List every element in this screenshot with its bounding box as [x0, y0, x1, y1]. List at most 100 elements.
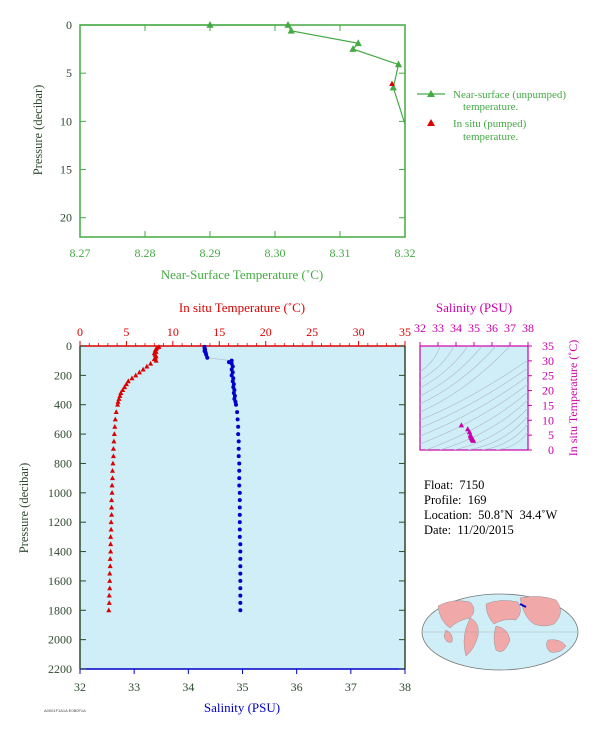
profile-y-axis-label: Pressure (decibar) — [17, 463, 31, 554]
salinity-point — [238, 571, 243, 576]
temp-tick-label: 5 — [123, 325, 129, 339]
ts-x-tick-label: 38 — [522, 321, 534, 335]
profile-number: Profile: 169 — [424, 493, 487, 507]
temperature-point — [125, 378, 131, 384]
ts-series — [458, 422, 476, 443]
y-tick-label: 0 — [66, 339, 72, 353]
x-tick-label: 8.29 — [200, 246, 221, 260]
salinity-point — [229, 373, 234, 378]
temperature-point — [148, 360, 154, 366]
ts-point — [470, 437, 476, 443]
temperature-point — [153, 357, 159, 363]
temperature-point — [109, 475, 116, 481]
temp-tick-label: 15 — [213, 325, 225, 339]
temperature-point — [140, 366, 146, 372]
x-tick-label: 8.30 — [265, 246, 286, 260]
ts-x-tick-label: 35 — [468, 321, 480, 335]
temperature-point — [111, 431, 117, 437]
salinity-point — [237, 512, 242, 517]
temperature-point — [109, 490, 115, 495]
salinity-point — [238, 564, 243, 569]
temp-tick-label: 35 — [399, 325, 411, 339]
salinity-point — [235, 417, 240, 422]
near-surface-point — [349, 45, 357, 52]
profile-chart: 0200400600800100012001400160018002000220… — [17, 300, 411, 715]
y-tick-label: 800 — [54, 456, 72, 470]
ts-plot-area — [419, 345, 529, 451]
near-surface-x-tick-labels: 8.27 8.28 8.29 8.30 8.31 8.32 — [70, 246, 416, 260]
salinity-point — [236, 424, 241, 429]
temp-tick-label: 25 — [306, 325, 318, 339]
y-tick-label: 1600 — [48, 574, 72, 588]
ts-y-tick-label: 20 — [542, 384, 554, 398]
near-surface-point — [206, 21, 214, 28]
near-surface-point — [394, 60, 403, 68]
x-tick-label: 8.31 — [330, 246, 351, 260]
legend-label-insitu-2: temperature. — [463, 131, 519, 143]
near-surface-y-axis-label: Pressure (decibar) — [31, 85, 45, 176]
y-tick-label: 200 — [54, 368, 72, 382]
temperature-point — [107, 578, 113, 583]
salinity-point — [237, 468, 242, 473]
near-surface-x-axis-label: Near-Surface Temperature (˚C) — [161, 267, 323, 282]
temperature-point — [107, 585, 113, 591]
location-text: Location: 50.8˚N 34.4˚W — [424, 508, 558, 522]
temperature-point — [108, 548, 114, 554]
salinity-point — [235, 410, 240, 415]
profile-bottom-axis-label: Salinity (PSU) — [204, 700, 280, 715]
salinity-point — [234, 402, 238, 407]
y-tick-label: 1000 — [48, 486, 72, 500]
temperature-point — [110, 453, 116, 459]
temperature-point — [122, 384, 128, 390]
ts-ticks — [419, 342, 532, 451]
temperature-point — [120, 387, 126, 393]
y-tick-label: 15 — [60, 163, 72, 177]
temperature-point — [109, 482, 115, 488]
profile-ticks — [79, 341, 406, 674]
ts-y-tick-label: 10 — [542, 413, 554, 427]
temperature-point — [107, 570, 113, 576]
salinity-point — [236, 446, 241, 451]
temperature-point — [108, 541, 114, 547]
salinity-point — [238, 578, 243, 583]
ts-x-tick-label: 32 — [414, 321, 426, 335]
legend-label-near-surface-2: temperature. — [463, 101, 519, 113]
near-surface-point — [389, 83, 397, 91]
temp-tick-label: 0 — [77, 325, 83, 339]
salinity-profile-series — [202, 344, 243, 613]
profile-salinity-tick-labels: 32 33 34 35 36 37 38 — [74, 680, 411, 694]
salinity-point — [237, 534, 242, 539]
salinity-point — [238, 593, 243, 598]
legend-label-near-surface-1: Near-surface (unpumped) — [453, 89, 566, 101]
salinity-point — [238, 600, 243, 605]
y-tick-label: 2000 — [48, 633, 72, 647]
temperature-point — [110, 460, 116, 466]
ts-point — [458, 422, 465, 428]
temperature-point — [109, 504, 115, 510]
sal-tick-label: 32 — [74, 680, 86, 694]
salinity-point — [238, 608, 243, 613]
temp-tick-label: 10 — [167, 325, 179, 339]
salinity-point — [237, 505, 242, 510]
ts-top-axis-label: Salinity (PSU) — [436, 300, 512, 315]
temperature-point — [109, 512, 115, 517]
ts-density-contours — [420, 346, 528, 450]
float-location-marker — [519, 603, 527, 608]
y-tick-label: 1400 — [48, 545, 72, 559]
temperature-point — [111, 438, 117, 444]
salinity-point — [238, 586, 243, 591]
salinity-point — [237, 461, 242, 466]
y-tick-label: 0 — [66, 18, 72, 32]
salinity-gap-line — [207, 357, 232, 361]
temperature-point — [144, 363, 150, 369]
temperature-point — [108, 519, 114, 525]
temp-tick-label: 30 — [353, 325, 365, 339]
temperature-point — [113, 409, 119, 415]
temperature-point — [108, 534, 114, 539]
insitu-point — [389, 80, 395, 87]
salinity-point — [236, 432, 241, 437]
sal-tick-label: 38 — [399, 680, 411, 694]
salinity-point — [236, 439, 241, 444]
